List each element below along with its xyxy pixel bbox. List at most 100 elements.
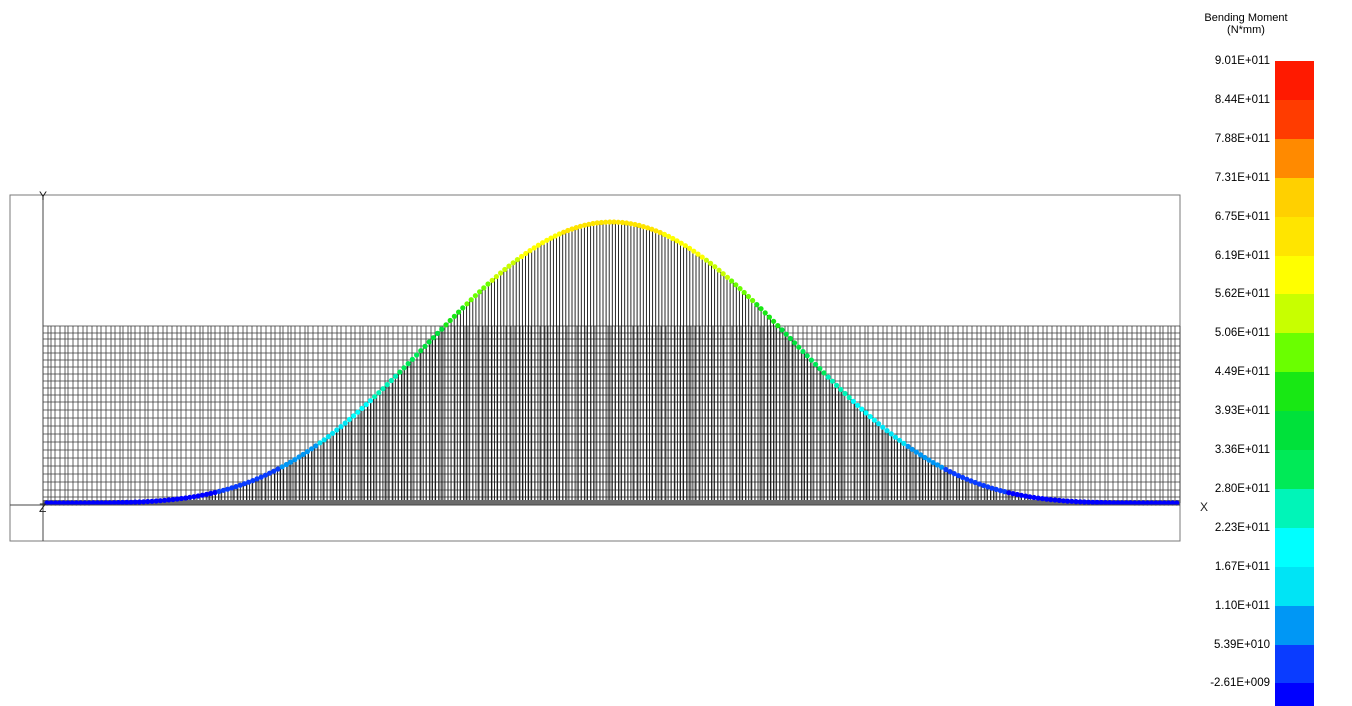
moment-curve-point [868,414,873,419]
moment-curve-point [368,398,373,403]
moment-curve-point [431,335,436,340]
legend-swatch [1275,294,1314,333]
legend-title: Bending Moment (N*mm) [1180,12,1312,36]
moment-curve-point [464,301,469,306]
legend-tick-label: 3.93E+011 [1188,404,1270,418]
legend-tick-label: 8.44E+011 [1188,93,1270,107]
moment-curve-point [322,437,327,442]
moment-curve-point [376,390,381,395]
legend-tick-label: 2.23E+011 [1188,521,1270,535]
moment-curve-point [716,268,721,273]
moment-curve-point [700,255,705,260]
moment-curve-point [372,394,377,399]
moment-curve-point [359,406,364,411]
moment-curve-point [737,286,742,291]
moment-curve-point [763,310,768,315]
legend-tick-label: 5.39E+010 [1188,638,1270,652]
moment-curve-point [338,424,343,429]
moment-curve-point [427,339,432,344]
legend-swatch [1275,450,1314,489]
moment-curve-point [490,278,495,283]
moment-curve-point [511,260,516,265]
moment-curve-point [855,403,860,408]
legend-swatch [1275,567,1314,606]
legend-swatch [1275,139,1314,178]
legend-swatch [1275,489,1314,528]
moment-curve-point [813,362,818,367]
moment-curve-point [435,331,440,336]
moment-curve-point [313,443,318,448]
moment-curve-point [695,252,700,257]
legend-tick-label: 5.62E+011 [1188,287,1270,301]
moment-curve-point [393,374,398,379]
moment-curve-point [842,391,847,396]
moment-curve-point [515,257,520,262]
moment-curve-point [729,278,734,283]
moment-curve-point [893,435,898,440]
legend-swatch [1275,61,1314,100]
moment-curve-point [452,314,457,319]
moment-curve-point [901,441,906,446]
structure-grid [43,326,1180,503]
moment-curve-point [494,274,499,279]
legend-tick-label: -2.61E+009 [1188,676,1270,690]
moment-curve-point [809,358,814,363]
z-axis-label: Z [39,501,46,515]
beam-baseline [43,500,1180,505]
legend-tick-label: 4.49E+011 [1188,365,1270,379]
moment-curve-point [800,349,805,354]
moment-curve-point [721,271,726,276]
moment-curve-point [792,340,797,345]
moment-curve-point [443,322,448,327]
moment-curve-point [754,302,759,307]
legend-swatch [1275,333,1314,372]
moment-curve-point [796,345,801,350]
legend-tick-label: 2.80E+011 [1188,482,1270,496]
moment-curve-point [448,318,453,323]
moment-curve-point [788,336,793,341]
moment-curve-point [519,254,524,259]
legend-tick-label: 7.31E+011 [1188,171,1270,185]
legend-tick-label: 5.06E+011 [1188,326,1270,340]
moment-curve-point [830,379,835,384]
moment-curve-point [351,413,356,418]
legend-tick-label: 3.36E+011 [1188,443,1270,457]
x-axis-label: X [1200,500,1208,514]
moment-curve-point [733,282,738,287]
moment-curve-point [742,290,747,295]
moment-curve-point [897,438,902,443]
legend-tick-label: 9.01E+011 [1188,54,1270,68]
moment-curve-point [876,421,881,426]
moment-curve-point [389,378,394,383]
moment-curve-point [779,327,784,332]
moment-curve-point [477,289,482,294]
moment-curve-point [498,270,503,275]
moment-curve-point [309,446,314,451]
moment-curve-point [838,387,843,392]
legend-swatch [1275,645,1314,684]
moment-curve-point [821,370,826,375]
moment-curve-point [851,399,856,404]
y-axis-label: Y [39,189,47,203]
legend-swatch [1275,411,1314,450]
moment-curve-point [343,421,348,426]
moment-curve-point [847,395,852,400]
legend-swatch [1275,178,1314,217]
moment-curve-point [880,425,885,430]
moment-curve-point [750,298,755,303]
moment-curve-point [485,281,490,286]
moment-curve-point [523,251,528,256]
moment-curve-point [401,365,406,370]
legend-swatch [1275,217,1314,256]
moment-curve-point [859,407,864,412]
legend-swatch [1275,372,1314,411]
moment-curve-point [397,370,402,375]
legend-title-line2: (N*mm) [1180,24,1312,36]
legend-swatch [1275,528,1314,567]
legend-title-line1: Bending Moment [1180,12,1312,24]
moment-curve-point [347,417,352,422]
legend-tick-label: 6.75E+011 [1188,210,1270,224]
legend-tick-label: 6.19E+011 [1188,249,1270,263]
moment-curve-point [364,402,369,407]
